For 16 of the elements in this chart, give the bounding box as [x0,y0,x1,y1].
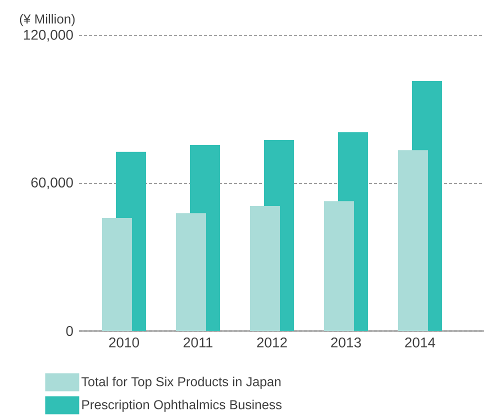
bar [324,201,354,331]
legend-label: Total for Top Six Products in Japan [82,376,280,389]
x-tick-label: 2014 [405,338,436,348]
y-tick-label: 60,000 [31,178,73,190]
x-tick-label: 2011 [184,338,212,348]
bar [398,150,428,331]
x-tick-label: 2010 [109,338,140,348]
x-tick-label: 2013 [331,338,361,348]
bar [176,213,206,331]
y-axis-title: (¥ Million) [20,14,75,26]
y-tick-label: 0 [66,326,73,336]
y-tick-label: 120,000 [24,30,73,42]
legend-label: Prescription Ophthalmics Business [82,400,282,412]
bar [102,218,132,331]
x-tick-label: 2012 [257,338,287,348]
bar [250,206,280,331]
